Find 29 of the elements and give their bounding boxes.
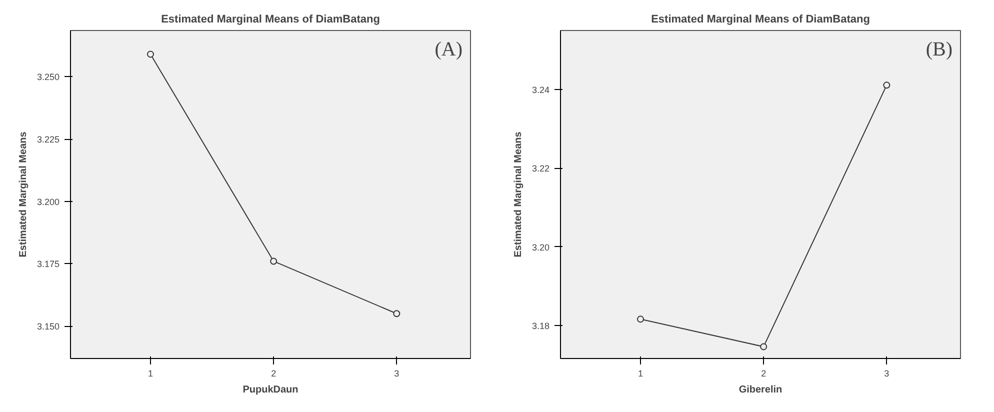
y-tick-label: 3.18 — [532, 320, 550, 331]
x-tick-label: 2 — [271, 368, 276, 378]
annotation: (A) — [434, 38, 462, 60]
y-tick-label: 3.22 — [532, 164, 550, 174]
x-tick-label: 1 — [148, 368, 154, 378]
point — [270, 258, 278, 265]
x-axis-title: Giberelin — [738, 384, 782, 396]
y-tick-label: 3.150 — [36, 322, 60, 332]
chart-title: Estimated Marginal Means of DiamBatang — [651, 14, 870, 26]
y-axis-title: Estimated Marginal Means — [18, 131, 29, 258]
annotation: (B) — [926, 38, 953, 60]
y-tick-label: 3.250 — [36, 72, 60, 82]
y-tick-label: 3.200 — [36, 196, 60, 207]
y-tick-label: 3.175 — [36, 259, 60, 270]
x-tick-label: 1 — [638, 368, 644, 378]
chart-title: Estimated Marginal Means of DiamBatang — [161, 14, 380, 26]
x-tick-label: 3 — [884, 368, 890, 378]
y-tick-label: 3.225 — [36, 134, 60, 144]
y-tick-label: 3.20 — [532, 242, 550, 252]
y-axis-title: Estimated Marginal Means — [512, 131, 524, 258]
x-axis-title: PupukDaun — [242, 384, 298, 396]
point — [147, 50, 154, 58]
point — [760, 343, 768, 350]
y-tick-label: 3.24 — [532, 84, 550, 95]
x-tick-label: 3 — [394, 368, 400, 378]
x-tick-label: 2 — [761, 368, 766, 378]
point — [637, 316, 644, 323]
point — [883, 82, 890, 89]
point — [393, 310, 400, 318]
